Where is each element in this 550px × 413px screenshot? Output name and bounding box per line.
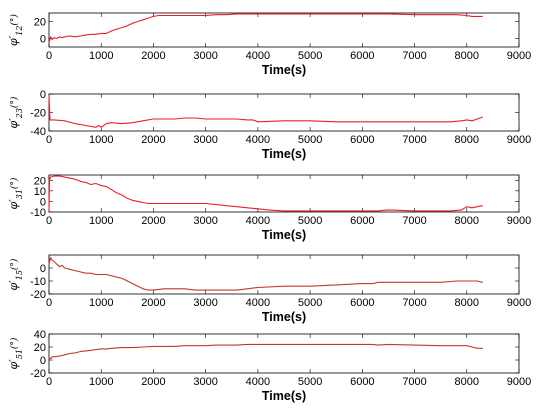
x-tick-label: 2000 (141, 215, 165, 227)
y-tick-label: -20 (30, 289, 46, 301)
x-tick-label: 2000 (141, 376, 165, 388)
x-tick-label: 8000 (455, 215, 479, 227)
y-tick-label: 0 (40, 196, 46, 208)
x-tick-label: 0 (46, 376, 52, 388)
y-tick-label: -10 (30, 207, 46, 219)
x-tick-label: 3000 (193, 50, 217, 62)
x-tick-label: 5000 (298, 376, 322, 388)
y-axis-label: φ′12(°) (7, 14, 24, 46)
x-tick-label: 3000 (193, 215, 217, 227)
x-tick-label: 4000 (246, 215, 270, 227)
x-tick-label: 7000 (402, 297, 426, 309)
x-tick-label: 7000 (402, 50, 426, 62)
y-tick-label: -40 (30, 126, 46, 138)
y-tick-label: -10 (30, 276, 46, 288)
x-tick-label: 7000 (402, 376, 426, 388)
x-tick-label: 9000 (507, 50, 531, 62)
x-tick-label: 3000 (193, 297, 217, 309)
x-axis-label: Time(s) (262, 63, 306, 77)
x-tick-label: 4000 (246, 50, 270, 62)
x-axis-label: Time(s) (262, 389, 306, 403)
x-tick-label: 7000 (402, 215, 426, 227)
y-axis-label: φ′31(°) (7, 177, 24, 209)
x-tick-label: 9000 (507, 297, 531, 309)
series-line-1 (48, 343, 483, 360)
y-tick-label: 20 (34, 342, 46, 354)
x-tick-label: 0 (46, 50, 52, 62)
y-tick-label: -20 (30, 108, 46, 120)
y-axis-label: φ′51(°) (7, 337, 24, 369)
y-tick-label: 0 (40, 34, 46, 46)
subplot-1: 0 1000 2000 3000 4000 5000 6000 7000 8000 9000 0 20… (7, 12, 531, 77)
x-tick-label: 8000 (455, 376, 479, 388)
x-tick-label: 4000 (246, 376, 270, 388)
subplot-3: 0 1000 2000 3000 4000 5000 6000 7000 8000 9000 -10… (7, 174, 531, 242)
x-tick-label: 6000 (350, 215, 374, 227)
x-tick-label: 2000 (141, 297, 165, 309)
y-axis-label: φ′23(°) (7, 96, 24, 128)
x-tick-label: 3000 (193, 134, 217, 146)
x-tick-label: 4000 (246, 134, 270, 146)
y-tick-label: 20 (34, 17, 46, 29)
x-tick-label: 1000 (89, 215, 113, 227)
axes-box (48, 12, 520, 48)
x-tick-label: 5000 (298, 50, 322, 62)
x-tick-label: 2000 (141, 134, 165, 146)
subplot-2: 0 1000 2000 3000 4000 5000 6000 7000 8000 9000 -40… (7, 89, 531, 161)
x-tick-label: 1000 (89, 297, 113, 309)
x-tick-label: 3000 (193, 376, 217, 388)
series-line-1 (48, 175, 483, 212)
x-tick-label: 6000 (350, 376, 374, 388)
x-tick-label: 6000 (350, 50, 374, 62)
series-line-1 (48, 13, 483, 44)
axes-box (48, 93, 520, 132)
y-axis-label: φ′15(°) (7, 258, 24, 290)
x-tick-label: 9000 (507, 215, 531, 227)
axes-box (48, 333, 520, 374)
x-tick-label: 5000 (298, 297, 322, 309)
x-axis-label: Time(s) (262, 310, 306, 324)
y-tick-label: 0 (40, 355, 46, 367)
x-tick-label: 8000 (455, 297, 479, 309)
x-tick-label: 1000 (89, 376, 113, 388)
subplot-5: 0 1000 2000 3000 4000 5000 6000 7000 8000 9000 -20… (7, 329, 531, 403)
x-tick-label: 1000 (89, 134, 113, 146)
x-tick-label: 9000 (507, 376, 531, 388)
x-tick-label: 0 (46, 134, 52, 146)
x-axis-label: Time(s) (262, 228, 306, 242)
y-tick-label: 0 (40, 263, 46, 275)
x-tick-label: 2000 (141, 50, 165, 62)
x-tick-label: 0 (46, 297, 52, 309)
series-line-1 (48, 257, 483, 291)
x-tick-label: 8000 (455, 50, 479, 62)
y-tick-label: 0 (40, 89, 46, 101)
x-axis-label: Time(s) (262, 147, 306, 161)
y-tick-label: -20 (30, 368, 46, 380)
x-tick-label: 5000 (298, 215, 322, 227)
x-tick-label: 9000 (507, 134, 531, 146)
y-tick-label: 20 (34, 175, 46, 187)
x-tick-label: 6000 (350, 134, 374, 146)
x-tick-label: 6000 (350, 297, 374, 309)
y-tick-label: 10 (34, 186, 46, 198)
x-tick-label: 0 (46, 215, 52, 227)
x-tick-label: 1000 (89, 50, 113, 62)
x-tick-label: 8000 (455, 134, 479, 146)
axes-box (48, 254, 520, 295)
series-line-1 (48, 95, 483, 128)
x-tick-label: 7000 (402, 134, 426, 146)
x-tick-label: 5000 (298, 134, 322, 146)
y-tick-label: 40 (34, 329, 46, 341)
x-tick-label: 4000 (246, 297, 270, 309)
subplot-4: 0 1000 2000 3000 4000 5000 6000 7000 8000 9000 -20… (7, 254, 531, 324)
